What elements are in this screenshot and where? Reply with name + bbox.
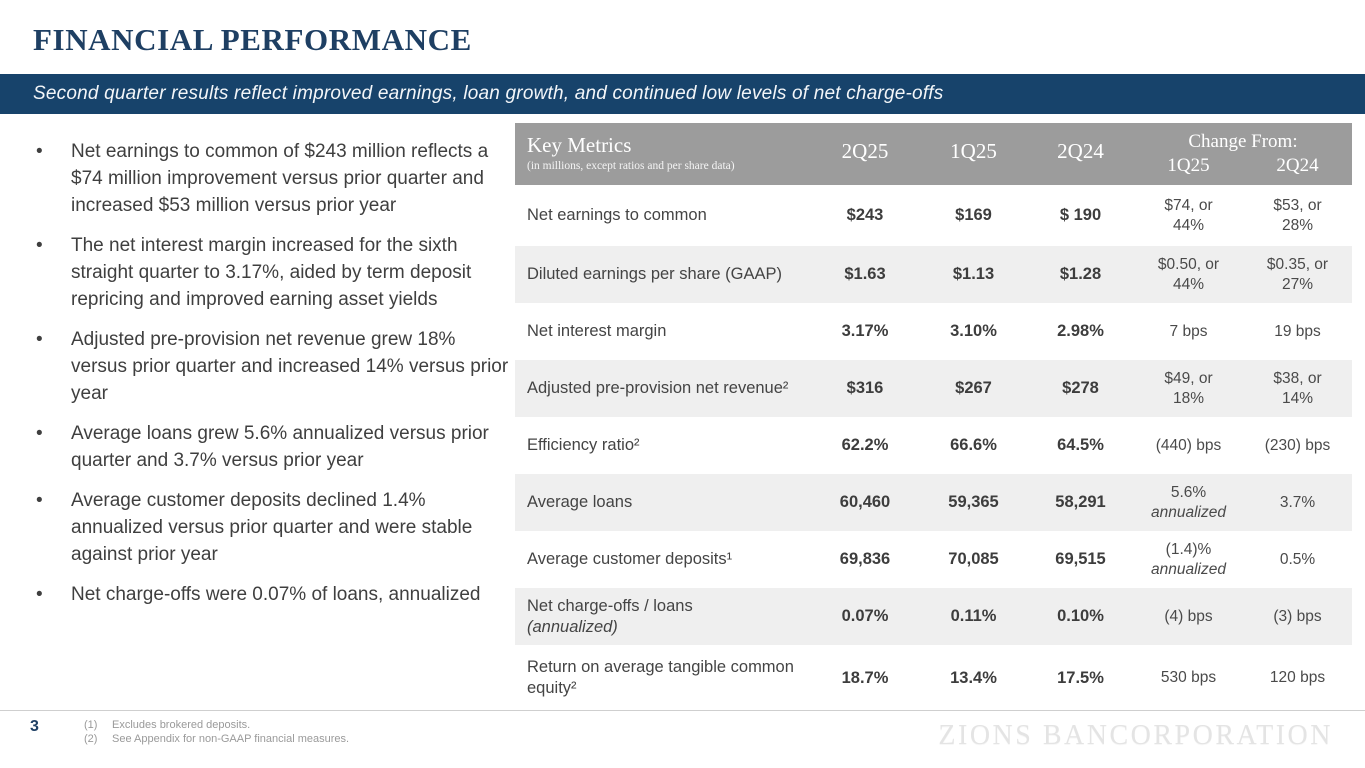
- change-cell: (440) bps: [1155, 436, 1222, 454]
- change-cell: (3) bps: [1243, 588, 1352, 645]
- value-cell: 69,836: [839, 550, 891, 568]
- value-cell: 62.2%: [841, 436, 889, 454]
- metric-label-cell: Return on average tangible common equity…: [527, 658, 794, 697]
- value-cell: 18.7%: [841, 668, 889, 687]
- table-row: Net earnings to common $243 $169 $ 190 $…: [515, 185, 1352, 246]
- footer-divider: [0, 710, 1365, 711]
- bullet-item: The net interest margin increased for th…: [33, 232, 515, 313]
- table-header: Key Metrics (in millions, except ratios …: [515, 123, 1352, 185]
- metric-label-cell: Average loans: [515, 474, 810, 531]
- footnote-text: Excludes brokered deposits.: [112, 719, 251, 731]
- value-cell: $278: [1027, 360, 1134, 417]
- value-cell: $267: [920, 360, 1027, 417]
- change-column-header-2q24: 2Q24: [1243, 155, 1352, 185]
- table-subtitle: (in millions, except ratios and per shar…: [527, 160, 735, 172]
- column-header-1q25: 1Q25: [920, 123, 1027, 185]
- value-cell: 2.98%: [1057, 322, 1104, 340]
- bullet-item: Net earnings to common of $243 million r…: [33, 138, 515, 219]
- change-cell: 3.7%: [1243, 474, 1352, 531]
- column-header-2q24: 2Q24: [1027, 123, 1134, 185]
- footnote-marker: (1): [84, 719, 98, 731]
- table-title: Key Metrics: [527, 133, 632, 157]
- bullet-item: Adjusted pre-provision net revenue grew …: [33, 326, 515, 407]
- change-cell: (1.4)% annualized: [1151, 540, 1226, 578]
- company-logo-watermark: ZIONS BANCORPORATION: [938, 720, 1333, 751]
- page-number: 3: [30, 718, 39, 735]
- change-cell: $0.50, or 44%: [1134, 246, 1243, 303]
- bullet-item: Average loans grew 5.6% annualized versu…: [33, 420, 515, 474]
- footnote-text: See Appendix for non-GAAP financial meas…: [112, 732, 350, 745]
- metric-label-cell: Net charge-offs / loans (annualized): [515, 588, 810, 645]
- highlights-bullet-list: Net earnings to common of $243 million r…: [33, 138, 515, 621]
- change-cell: $38, or 14%: [1243, 360, 1352, 417]
- table-row: Efficiency ratio² 62.2% 66.6% 64.5% (440…: [515, 417, 1352, 474]
- change-from-header: Change From:: [1134, 123, 1352, 155]
- table-row: Diluted earnings per share (GAAP) $1.63 …: [515, 246, 1352, 303]
- key-metrics-table: Key Metrics (in millions, except ratios …: [515, 123, 1352, 711]
- table-title-cell: Key Metrics (in millions, except ratios …: [515, 123, 810, 185]
- banner-text: Second quarter results reflect improved …: [33, 83, 944, 104]
- footnote-marker: (2): [84, 732, 98, 745]
- metric-label-cell: Diluted earnings per share (GAAP): [515, 246, 810, 303]
- footnote: (1) Excludes brokered deposits.: [84, 719, 349, 733]
- value-cell: $1.28: [1027, 246, 1134, 303]
- value-cell: 59,365: [920, 474, 1027, 531]
- value-cell: 64.5%: [1057, 436, 1104, 454]
- value-cell: 58,291: [1027, 474, 1134, 531]
- change-cell: 7 bps: [1169, 322, 1208, 340]
- table-row: Average customer deposits¹ 69,836 70,085…: [515, 531, 1352, 588]
- value-cell: $243: [846, 206, 884, 224]
- value-cell: $1.63: [810, 246, 920, 303]
- value-cell: 0.11%: [920, 588, 1027, 645]
- bullet-item: Average customer deposits declined 1.4% …: [33, 487, 515, 568]
- subtitle-banner: Second quarter results reflect improved …: [0, 74, 1365, 114]
- metric-label-cell: Adjusted pre-provision net revenue²: [515, 360, 810, 417]
- change-column-header-1q25: 1Q25: [1134, 155, 1243, 185]
- value-cell: $ 190: [1059, 206, 1102, 224]
- page-title: FINANCIAL PERFORMANCE: [33, 22, 472, 57]
- value-cell: 3.17%: [841, 322, 889, 340]
- table-row: Net charge-offs / loans (annualized) 0.07…: [515, 588, 1352, 645]
- change-cell: 5.6% annualized: [1134, 474, 1243, 531]
- value-cell: 0.10%: [1027, 588, 1134, 645]
- value-cell: 70,085: [948, 550, 999, 568]
- value-cell: 17.5%: [1057, 668, 1104, 687]
- change-cell: 530 bps: [1160, 669, 1217, 686]
- change-cell: $0.35, or 27%: [1243, 246, 1352, 303]
- change-cell: $49, or 18%: [1134, 360, 1243, 417]
- value-cell: 13.4%: [950, 668, 997, 687]
- table-row: Average loans 60,460 59,365 58,291 5.6% a…: [515, 474, 1352, 531]
- value-cell: 3.10%: [950, 322, 997, 340]
- metric-label-cell: Net interest margin: [527, 322, 667, 340]
- value-cell: 66.6%: [950, 436, 997, 454]
- metric-label-cell: Net earnings to common: [527, 206, 707, 224]
- key-metrics-table-container: Key Metrics (in millions, except ratios …: [515, 123, 1352, 711]
- change-cell: 0.5%: [1279, 550, 1316, 568]
- footnote: (2) See Appendix for non-GAAP financial …: [84, 733, 349, 747]
- change-cell: $53, or 28%: [1273, 196, 1322, 234]
- metric-label-cell: Efficiency ratio²: [527, 436, 640, 454]
- value-cell: $169: [955, 206, 992, 224]
- change-cell: 19 bps: [1274, 322, 1321, 340]
- value-cell: 60,460: [810, 474, 920, 531]
- change-cell: $74, or 44%: [1164, 196, 1213, 234]
- change-cell: (4) bps: [1134, 588, 1243, 645]
- value-cell: 0.07%: [810, 588, 920, 645]
- bullet-item: Net charge-offs were 0.07% of loans, ann…: [33, 581, 515, 608]
- table-row: Net interest margin 3.17% 3.10% 2.98% 7 …: [515, 303, 1352, 360]
- table-row: Adjusted pre-provision net revenue² $316…: [515, 360, 1352, 417]
- change-cell: (230) bps: [1264, 436, 1331, 454]
- column-header-2q25: 2Q25: [810, 123, 920, 185]
- value-cell: $316: [810, 360, 920, 417]
- table-row: Return on average tangible common equity…: [515, 645, 1352, 711]
- value-cell: 69,515: [1055, 550, 1106, 568]
- value-cell: $1.13: [920, 246, 1027, 303]
- footnotes: (1) Excludes brokered deposits. (2) See …: [84, 719, 349, 746]
- metric-label-cell: Average customer deposits¹: [527, 550, 733, 568]
- change-cell: 120 bps: [1269, 669, 1326, 686]
